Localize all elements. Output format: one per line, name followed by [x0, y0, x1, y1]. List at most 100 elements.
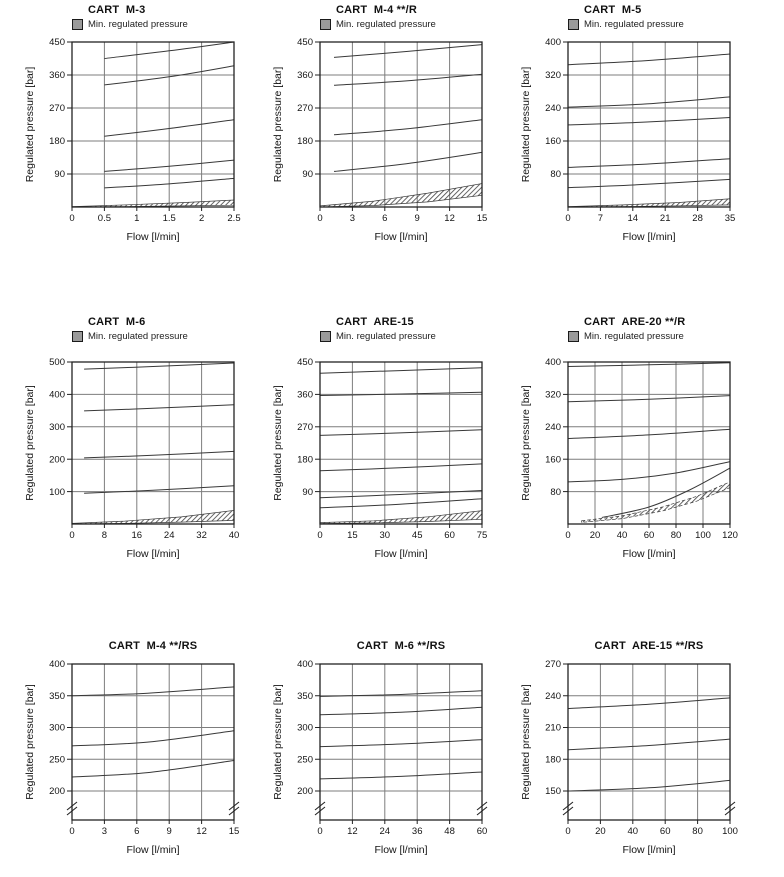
svg-text:400: 400 — [545, 37, 561, 48]
chart-cart-are-15-rs: CART ARE-15 **/RS 150 180 210 240 270 0 20 40 60… — [518, 640, 764, 861]
plot-frame — [319, 41, 483, 208]
svg-text:60: 60 — [644, 530, 655, 541]
svg-text:500: 500 — [49, 357, 65, 368]
svg-text:200: 200 — [49, 786, 65, 797]
axis-ticks: 200 250 300 350 400 0 12 24 36 48 60 — [297, 659, 487, 837]
svg-text:80: 80 — [550, 169, 561, 180]
svg-text:180: 180 — [297, 454, 313, 465]
pressure-curves — [71, 686, 235, 778]
svg-text:450: 450 — [49, 37, 65, 48]
axis-ticks: 200 250 300 350 400 0 3 6 9 12 15 — [49, 659, 239, 837]
svg-text:12: 12 — [347, 826, 358, 837]
min-pressure-band — [319, 510, 483, 524]
axis-labels: Regulated pressure [bar] Flow [l/min] — [24, 684, 180, 856]
svg-text:360: 360 — [297, 70, 313, 81]
svg-text:3: 3 — [102, 826, 107, 837]
pressure-curves — [567, 53, 731, 189]
svg-text:0: 0 — [565, 213, 570, 224]
svg-text:24: 24 — [380, 826, 391, 837]
plot-frame — [567, 663, 731, 821]
svg-text:300: 300 — [49, 723, 65, 734]
axis-labels: Regulated pressure [bar] Flow [l/min] — [24, 385, 180, 560]
axis-labels: Regulated pressure [bar] Flow [l/min] — [272, 684, 428, 856]
svg-text:Regulated pressure [bar]: Regulated pressure [bar] — [272, 385, 284, 501]
axis-labels: Regulated pressure [bar] Flow [l/min] — [520, 684, 676, 856]
axis-ticks: 90 180 270 360 450 0 15 30 45 60 75 — [297, 357, 487, 541]
plot-frame — [71, 41, 235, 208]
svg-text:Flow [l/min]: Flow [l/min] — [374, 548, 427, 560]
axis-break-marks — [66, 801, 240, 816]
svg-text:0: 0 — [69, 213, 74, 224]
axis-ticks: 80 160 240 320 400 0 7 14 21 28 35 — [545, 37, 735, 224]
svg-text:350: 350 — [297, 691, 313, 702]
axis-ticks: 80 160 240 320 400 0 20 40 60 80 100 120 — [545, 357, 738, 541]
svg-text:300: 300 — [49, 422, 65, 433]
svg-text:Regulated pressure [bar]: Regulated pressure [bar] — [272, 67, 284, 183]
svg-text:35: 35 — [725, 213, 736, 224]
svg-text:100: 100 — [695, 530, 711, 541]
svg-text:270: 270 — [297, 422, 313, 433]
svg-text:45: 45 — [412, 530, 423, 541]
min-pressure-swatch-icon — [568, 331, 579, 342]
svg-text:150: 150 — [545, 786, 561, 797]
pressure-curves — [567, 362, 731, 518]
svg-text:Flow [l/min]: Flow [l/min] — [622, 548, 675, 560]
svg-text:32: 32 — [196, 530, 207, 541]
svg-text:Regulated pressure [bar]: Regulated pressure [bar] — [520, 385, 532, 501]
chart-title: CART ARE-15 — [336, 316, 414, 328]
plot-svg: 90 180 270 360 450 0 0.5 1 1.5 2 2.5 Regulated pres… — [24, 37, 241, 243]
pressure-curves — [319, 690, 483, 780]
legend-label: Min. regulated pressure — [584, 18, 684, 30]
svg-text:60: 60 — [477, 826, 488, 837]
chart-cart-m-6: CART M-6 Min. regulated pressure 100 200 3… — [22, 316, 268, 564]
svg-text:Flow [l/min]: Flow [l/min] — [622, 844, 675, 856]
axis-labels: Regulated pressure [bar] Flow [l/min] — [520, 385, 676, 560]
gridlines — [72, 42, 234, 207]
svg-text:270: 270 — [297, 103, 313, 114]
svg-text:Regulated pressure [bar]: Regulated pressure [bar] — [520, 67, 532, 183]
svg-text:210: 210 — [545, 723, 561, 734]
svg-text:350: 350 — [49, 691, 65, 702]
chart-title: CART M-6 — [88, 316, 146, 328]
svg-text:360: 360 — [49, 70, 65, 81]
min-pressure-band — [567, 198, 731, 208]
svg-text:120: 120 — [722, 530, 738, 541]
svg-text:16: 16 — [132, 530, 143, 541]
plot-svg: 80 160 240 320 400 0 20 40 60 80 100 120 Regulated p… — [520, 357, 738, 560]
svg-text:9: 9 — [415, 213, 420, 224]
svg-text:400: 400 — [49, 390, 65, 401]
axis-ticks: 90 180 270 360 450 0 0.5 1 1.5 2 2.5 — [49, 37, 240, 224]
chart-title: CART M-6 **/RS — [356, 640, 446, 652]
svg-text:80: 80 — [692, 826, 703, 837]
svg-text:Regulated pressure [bar]: Regulated pressure [bar] — [272, 684, 284, 800]
svg-text:100: 100 — [49, 487, 65, 498]
svg-text:400: 400 — [545, 357, 561, 368]
gridlines — [568, 664, 730, 820]
svg-text:240: 240 — [545, 103, 561, 114]
pressure-curves — [84, 362, 235, 494]
svg-text:90: 90 — [302, 487, 313, 498]
chart-legend: Min. regulated pressure — [320, 17, 516, 32]
min-pressure-swatch-icon — [72, 331, 83, 342]
plot-frame — [71, 663, 235, 821]
svg-text:270: 270 — [49, 103, 65, 114]
svg-text:450: 450 — [297, 357, 313, 368]
svg-text:40: 40 — [617, 530, 628, 541]
svg-text:7: 7 — [598, 213, 603, 224]
legend-label: Min. regulated pressure — [88, 330, 188, 342]
svg-text:100: 100 — [722, 826, 738, 837]
svg-text:0: 0 — [565, 826, 570, 837]
svg-text:200: 200 — [49, 454, 65, 465]
svg-text:180: 180 — [49, 136, 65, 147]
svg-text:40: 40 — [628, 826, 639, 837]
svg-text:2.5: 2.5 — [227, 213, 240, 224]
svg-text:180: 180 — [297, 136, 313, 147]
chart-cart-are-15: CART ARE-15 Min. regulated pressure 90 18… — [270, 316, 516, 564]
svg-text:300: 300 — [297, 723, 313, 734]
svg-text:1: 1 — [134, 213, 139, 224]
svg-text:160: 160 — [545, 136, 561, 147]
pressure-curves — [567, 697, 731, 792]
svg-text:250: 250 — [297, 754, 313, 765]
plot-svg: 200 250 300 350 400 0 12 24 36 48 60 Regulated pres… — [272, 659, 488, 856]
